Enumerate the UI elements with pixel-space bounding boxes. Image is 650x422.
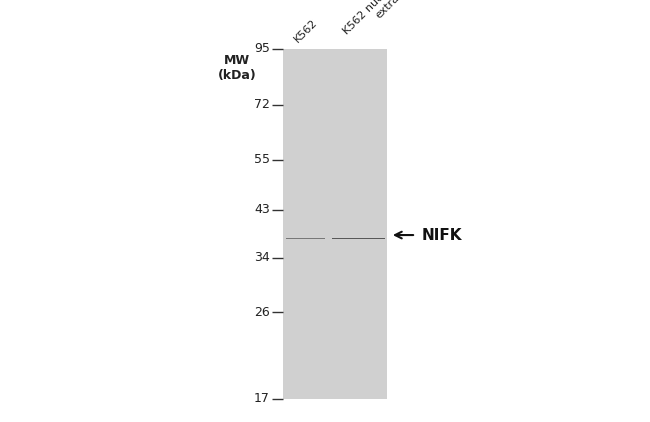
Bar: [286, 238, 325, 239]
Bar: [332, 238, 385, 239]
Text: 72: 72: [254, 98, 270, 111]
Bar: [332, 238, 385, 239]
Bar: [286, 238, 325, 239]
Text: MW
(kDa): MW (kDa): [218, 54, 257, 81]
Bar: [283, 49, 387, 399]
Bar: [286, 238, 325, 239]
Bar: [286, 238, 325, 239]
Text: K562: K562: [292, 17, 319, 44]
Bar: [286, 238, 325, 239]
Bar: [286, 238, 325, 239]
Text: 43: 43: [254, 203, 270, 216]
Text: K562 nuclear
extract: K562 nuclear extract: [341, 0, 408, 44]
Bar: [286, 238, 325, 239]
Bar: [332, 238, 385, 239]
Bar: [286, 238, 325, 239]
Bar: [332, 238, 385, 239]
Bar: [332, 238, 385, 239]
Bar: [286, 238, 325, 239]
Text: NIFK: NIFK: [421, 227, 461, 243]
Bar: [332, 238, 385, 239]
Text: 26: 26: [254, 306, 270, 319]
Text: 34: 34: [254, 251, 270, 264]
Bar: [332, 238, 385, 239]
Bar: [332, 238, 385, 239]
Text: 55: 55: [254, 153, 270, 166]
Bar: [286, 238, 325, 239]
Text: 17: 17: [254, 392, 270, 405]
Bar: [286, 238, 325, 239]
Text: 95: 95: [254, 42, 270, 55]
Bar: [332, 238, 385, 239]
Bar: [332, 238, 385, 239]
Bar: [332, 238, 385, 239]
